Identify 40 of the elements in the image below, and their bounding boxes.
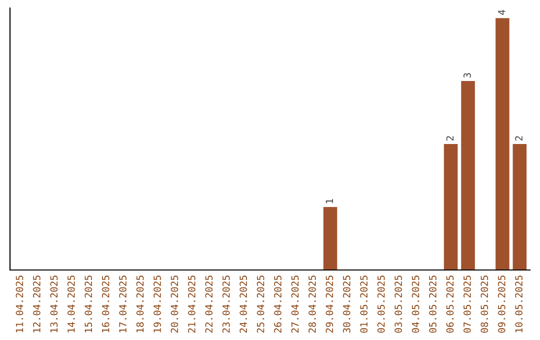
x-tick-label: 13.04.2025 xyxy=(50,276,58,332)
x-tick-label: 30.04.2025 xyxy=(342,276,350,333)
x-tick-label: 01.05.2025 xyxy=(360,276,368,333)
x-tick-label: 29.04.2025 xyxy=(326,276,334,333)
bar xyxy=(323,207,338,270)
x-tick-label: 23.04.2025 xyxy=(222,276,230,333)
x-tick-label: 09.05.2025 xyxy=(498,276,506,333)
x-tick-label: 07.05.2025 xyxy=(464,276,471,333)
bar xyxy=(496,18,510,270)
x-tick-label: 28.04.2025 xyxy=(308,276,316,333)
x-tick-label: 02.05.2025 xyxy=(377,276,385,333)
x-tick-label: 06.05.2025 xyxy=(446,276,454,333)
x-tick-label: 18.04.2025 xyxy=(136,276,144,332)
x-tick-label: 20.04.2025 xyxy=(170,276,178,333)
x-tick-label: 04.05.2025 xyxy=(412,276,420,333)
bar xyxy=(444,144,458,270)
x-tick-label: 10.05.2025 xyxy=(515,276,523,332)
data-label: 3 xyxy=(464,73,471,78)
x-tick-label: 19.04.2025 xyxy=(154,276,161,332)
x-tick-label: 16.04.2025 xyxy=(102,276,110,332)
x-tick-label: 14.04.2025 xyxy=(67,276,75,332)
x-tick-label: 03.05.2025 xyxy=(394,276,402,333)
data-label: 2 xyxy=(515,136,522,141)
x-tick-label: 15.04.2025 xyxy=(84,276,92,332)
x-tick-label: 11.04.2025 xyxy=(16,276,24,332)
x-tick-label: 22.04.2025 xyxy=(205,276,213,333)
x-tick-label: 24.04.2025 xyxy=(240,276,248,333)
data-label: 1 xyxy=(326,199,333,204)
x-tick-label: 21.04.2025 xyxy=(188,276,196,333)
data-label: 2 xyxy=(446,136,454,141)
x-tick-label: 26.04.2025 xyxy=(274,276,282,333)
x-tick-label: 05.05.2025 xyxy=(429,276,436,333)
x-tick-label: 25.04.2025 xyxy=(256,276,264,333)
x-tick-label: 08.05.2025 xyxy=(480,276,488,333)
x-tick-label: 12.04.2025 xyxy=(33,276,40,332)
data-label: 4 xyxy=(498,10,506,15)
bar xyxy=(461,81,475,270)
x-tick-label: 27.04.2025 xyxy=(291,276,299,333)
x-tick-label: 17.04.2025 xyxy=(119,276,126,332)
bar xyxy=(512,144,527,270)
